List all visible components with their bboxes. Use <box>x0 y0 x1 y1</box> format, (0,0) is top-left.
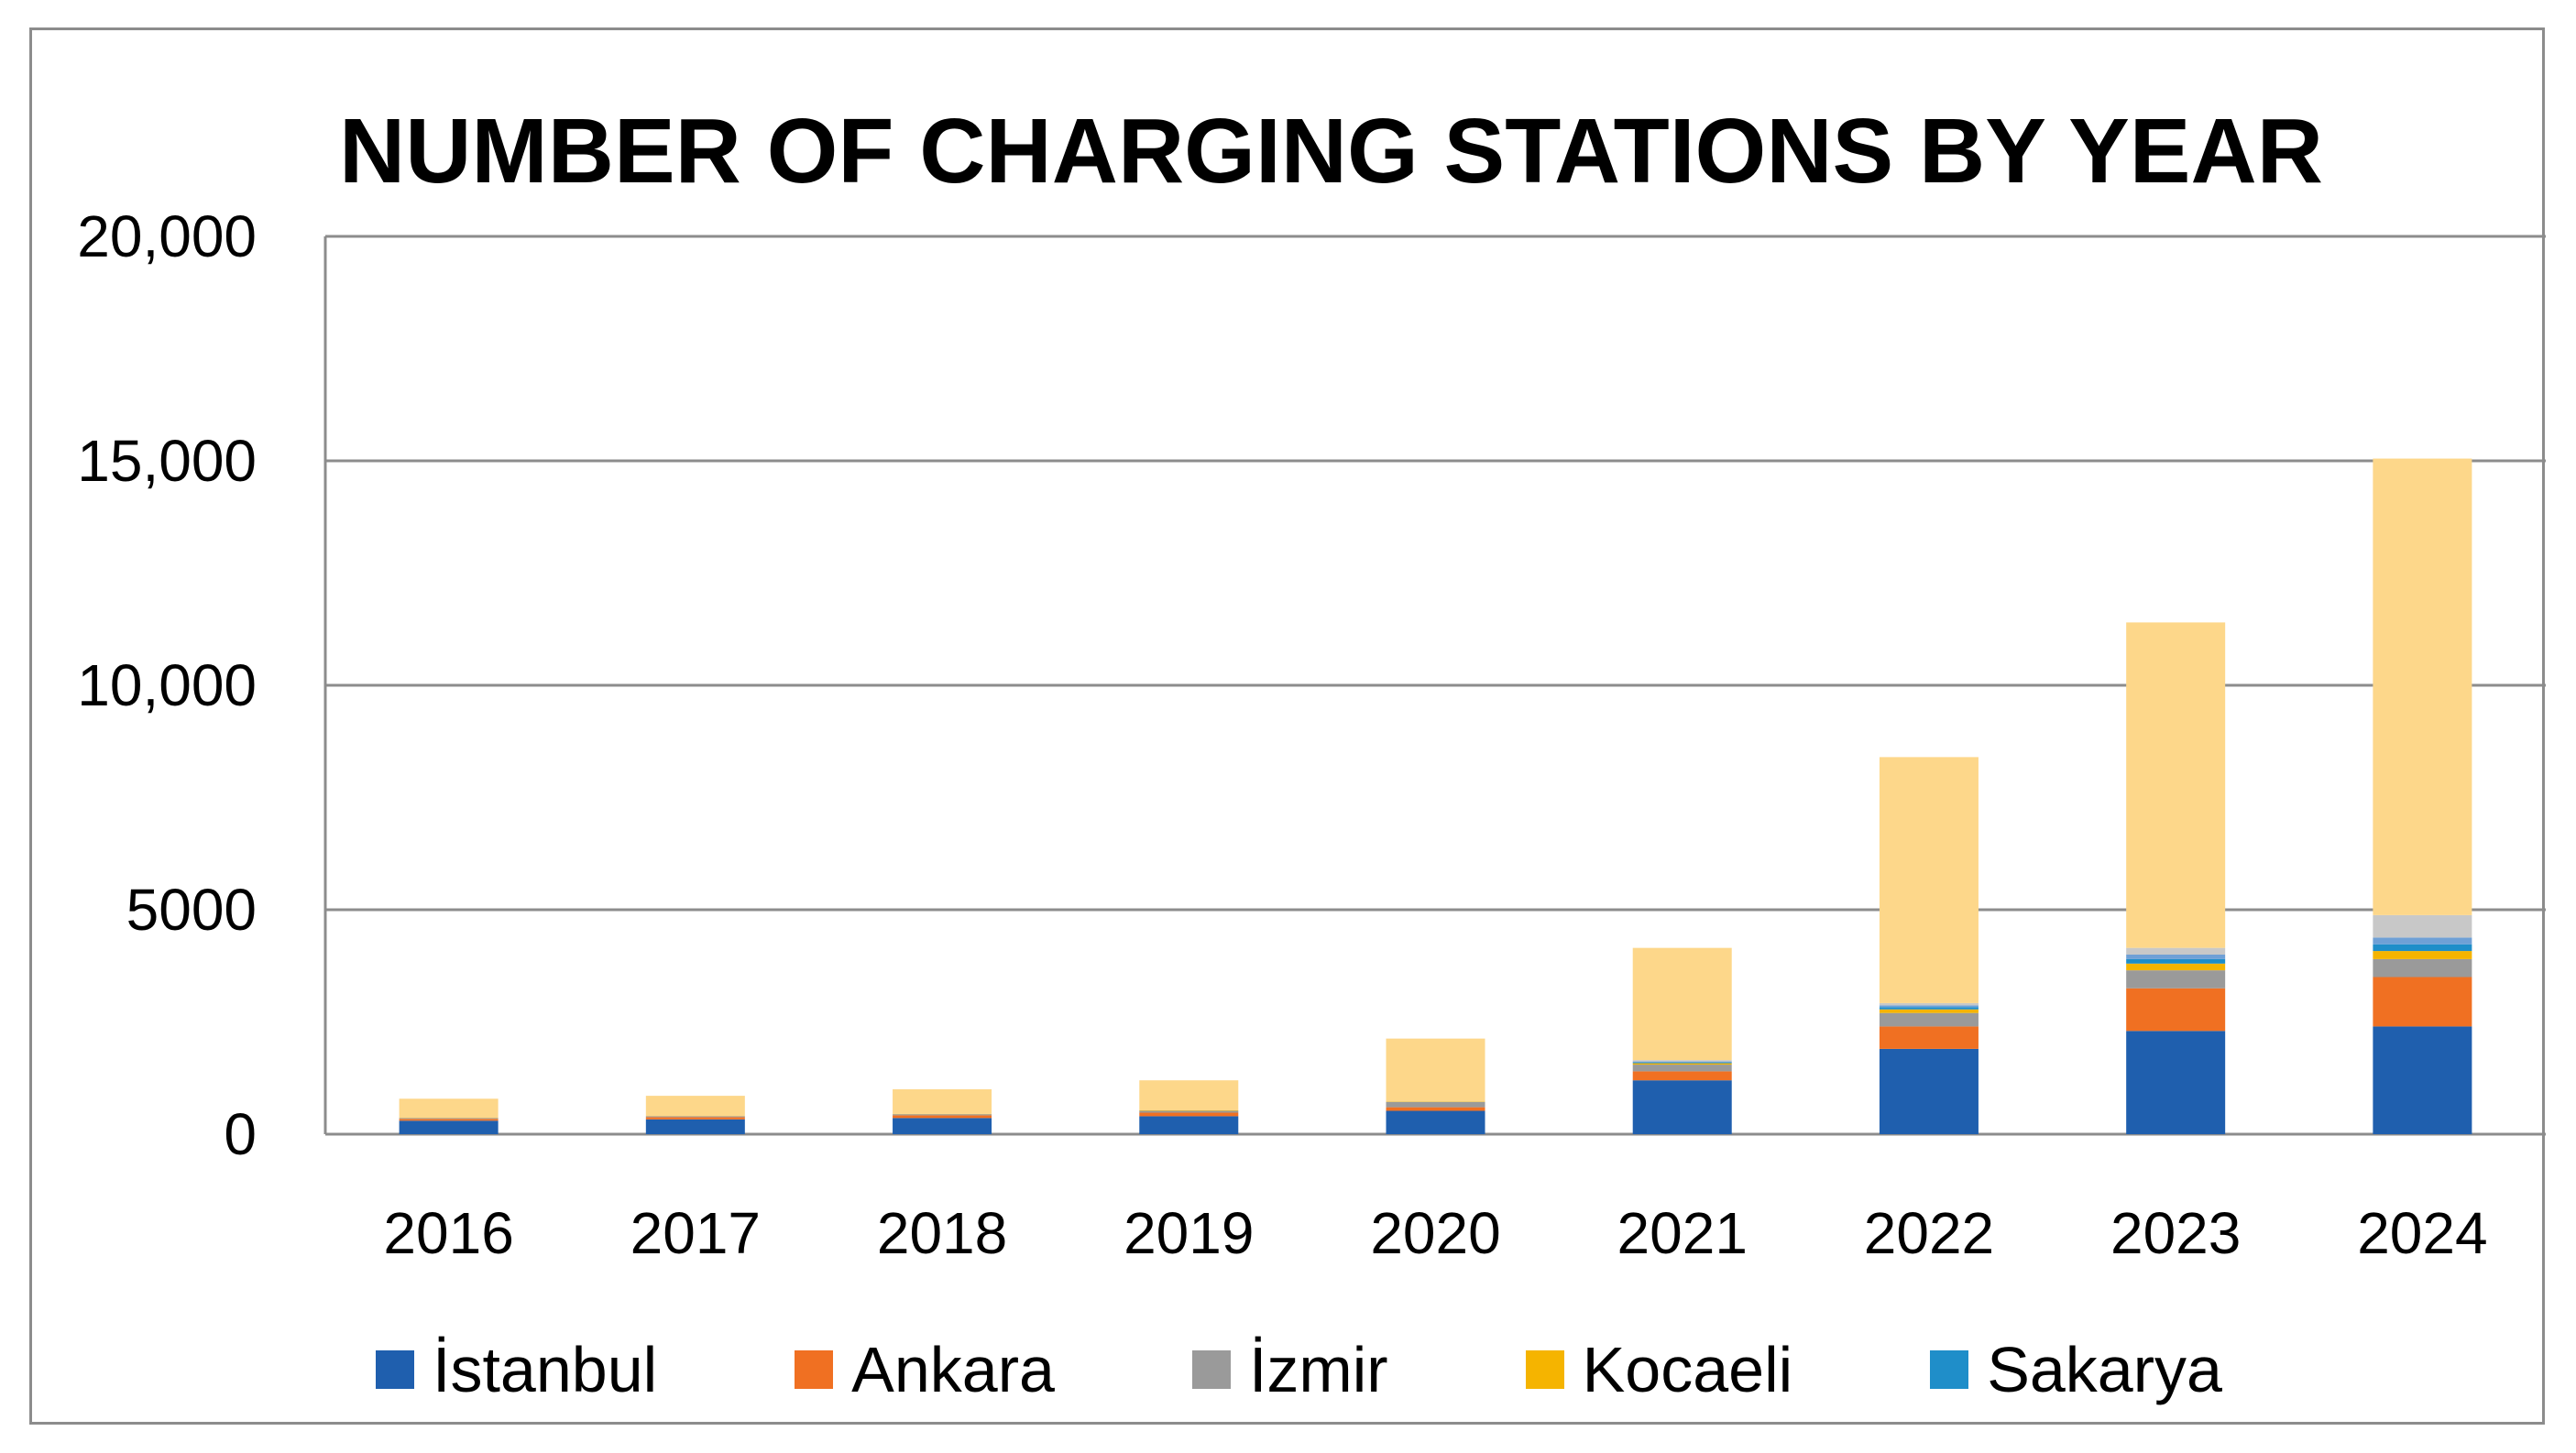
bar-segment-2021-s7 <box>1632 947 1732 1061</box>
x-tick-label: 2017 <box>630 1200 761 1266</box>
bar-segment-2023-s1 <box>2126 988 2226 1032</box>
bar-segment-2018-s1 <box>893 1115 992 1119</box>
y-tick-label: 20,000 <box>77 203 257 269</box>
tick-labels: 0 5000 10,000 15,000 20,000 2016 2017 2018 2019 2… <box>77 203 2487 1266</box>
bar-segment-2024-s1 <box>2373 977 2472 1027</box>
bar-segment-2022-s6 <box>1879 1002 1979 1006</box>
bar-segment-2020-s2 <box>1386 1101 1485 1108</box>
bar-segment-2022-s0 <box>1879 1048 1979 1134</box>
bar-segment-2022-s4 <box>1879 1007 1979 1010</box>
bar-segment-2024-s2 <box>2373 958 2472 978</box>
x-tick-label: 2021 <box>1617 1200 1748 1266</box>
bar-segment-2017-s1 <box>645 1117 745 1120</box>
bar-segment-2021-s2 <box>1632 1065 1732 1072</box>
bar-segment-2023-s0 <box>2126 1031 2226 1134</box>
bar-segment-2017-s0 <box>645 1119 745 1134</box>
legend-swatch <box>1930 1350 1969 1389</box>
legend-label: Kocaeli <box>1582 1334 1793 1405</box>
bar-segment-2016-s1 <box>399 1119 499 1121</box>
y-tick-label: 15,000 <box>77 428 257 494</box>
legend: İstanbul Ankara İzmir Kocaeli Sakarya <box>376 1328 2360 1411</box>
bar-segment-2022-s2 <box>1879 1012 1979 1027</box>
legend-item: İstanbul <box>376 1333 657 1406</box>
bar-segment-2017-s7 <box>645 1096 745 1117</box>
bar-segment-2022-s7 <box>1879 757 1979 1003</box>
legend-item: Sakarya <box>1930 1333 2222 1406</box>
bar-segment-2019-s1 <box>1139 1112 1239 1117</box>
chart-frame <box>29 27 2545 1425</box>
legend-swatch <box>795 1350 834 1389</box>
bar-segment-2017-s2 <box>645 1116 745 1118</box>
bar-segment-2023-s3 <box>2126 963 2226 971</box>
legend-swatch <box>1525 1350 1564 1389</box>
x-tick-label: 2019 <box>1124 1200 1254 1266</box>
bar-segment-2024-s4 <box>2373 944 2472 952</box>
bar-segment-2021-s0 <box>1632 1080 1732 1134</box>
bar-segment-2021-s3 <box>1632 1063 1732 1065</box>
legend-label: Ankara <box>851 1334 1055 1405</box>
bar-segment-2020-s0 <box>1386 1110 1485 1134</box>
bar-segment-2024-s5 <box>2373 937 2472 945</box>
bar-segment-2019-s7 <box>1139 1080 1239 1111</box>
bar-segment-2023-s5 <box>2126 955 2226 959</box>
bar-segment-2016-s7 <box>399 1098 499 1119</box>
bar-segment-2023-s6 <box>2126 947 2226 955</box>
bar-segment-2024-s7 <box>2373 458 2472 915</box>
y-tick-label: 10,000 <box>77 652 257 718</box>
y-tick-label: 5000 <box>126 877 257 943</box>
x-tick-label: 2020 <box>1370 1200 1500 1266</box>
bar-segment-2020-s7 <box>1386 1038 1485 1102</box>
bar-segment-2019-s2 <box>1139 1110 1239 1113</box>
bar-segment-2016-s2 <box>399 1118 499 1120</box>
bar-segment-2022-s5 <box>1879 1005 1979 1008</box>
legend-item: Ankara <box>795 1333 1055 1406</box>
bar-segment-2020-s1 <box>1386 1107 1485 1111</box>
legend-swatch <box>1191 1350 1231 1389</box>
bar-segment-2018-s2 <box>893 1114 992 1116</box>
bar-segment-2021-s4 <box>1632 1062 1732 1064</box>
bar-segment-2021-s6 <box>1632 1060 1732 1062</box>
x-tick-label: 2024 <box>2357 1200 2487 1266</box>
y-tick-label: 0 <box>224 1101 257 1167</box>
chart-title: NUMBER OF CHARGING STATIONS BY YEAR <box>339 100 2323 202</box>
x-tick-label: 2023 <box>2110 1200 2241 1266</box>
bar-segment-2019-s0 <box>1139 1116 1239 1134</box>
bar-segment-2023-s2 <box>2126 970 2226 989</box>
bar-segment-2018-s7 <box>893 1089 992 1114</box>
legend-item: İzmir <box>1191 1333 1388 1406</box>
bar-segment-2018-s0 <box>893 1118 992 1134</box>
legend-label: İzmir <box>1248 1334 1388 1405</box>
legend-label: İstanbul <box>433 1334 658 1405</box>
bar-segment-2023-s7 <box>2126 622 2226 948</box>
bar-segment-2024-s6 <box>2373 914 2472 938</box>
bar-segment-2022-s3 <box>1879 1009 1979 1013</box>
x-tick-label: 2016 <box>383 1200 513 1266</box>
bar-segment-2021-s1 <box>1632 1071 1732 1081</box>
x-tick-label: 2018 <box>877 1200 1007 1266</box>
bar-segment-2024-s3 <box>2373 951 2472 959</box>
legend-swatch <box>376 1350 414 1389</box>
bar-segment-2024-s0 <box>2373 1026 2472 1134</box>
bar-segment-2021-s5 <box>1632 1061 1732 1063</box>
bar-segment-2023-s4 <box>2126 958 2226 964</box>
bar-segment-2016-s0 <box>399 1120 499 1134</box>
x-tick-label: 2022 <box>1864 1200 1994 1266</box>
legend-label: Sakarya <box>1987 1334 2222 1405</box>
bars <box>399 458 2472 1134</box>
legend-item: Kocaeli <box>1525 1333 1793 1406</box>
bar-segment-2022-s1 <box>1879 1026 1979 1049</box>
